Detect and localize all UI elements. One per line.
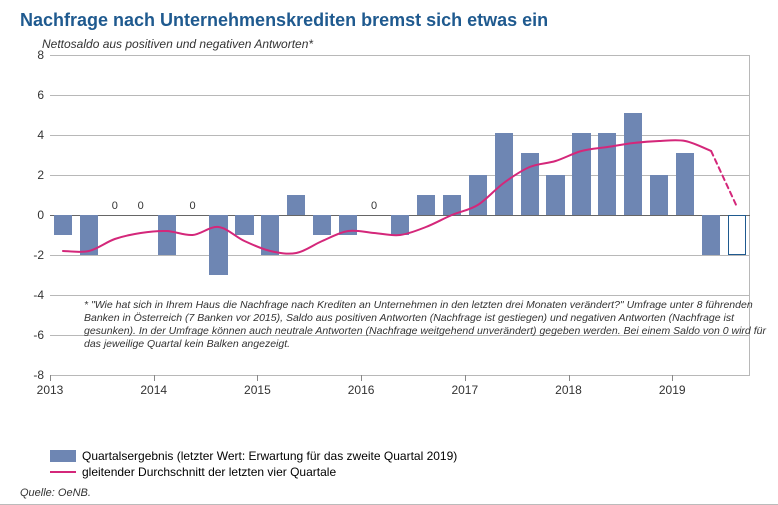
gridline (50, 55, 750, 56)
zero-bar-label: 0 (112, 200, 118, 212)
bar (702, 215, 720, 255)
legend-label-line: gleitender Durchschnitt der letzten vier… (82, 465, 336, 479)
legend-label-bars: Quartalsergebnis (letzter Wert: Erwartun… (82, 449, 457, 463)
zero-bar-label: 0 (371, 200, 377, 212)
x-tick-label: 2013 (37, 383, 64, 397)
bar (417, 195, 435, 215)
x-tick-mark (154, 375, 155, 381)
x-tick-label: 2019 (659, 383, 686, 397)
x-tick-mark (569, 375, 570, 381)
y-tick-label: 4 (37, 128, 44, 142)
gridline (50, 295, 750, 296)
legend-item-bars: Quartalsergebnis (letzter Wert: Erwartun… (50, 449, 457, 463)
y-tick-label: 0 (37, 208, 44, 222)
x-tick-label: 2016 (348, 383, 375, 397)
bar (313, 215, 331, 235)
trend-line-forecast (711, 151, 737, 207)
bar (235, 215, 253, 235)
bar (598, 133, 616, 215)
bar (546, 175, 564, 215)
chart-footnote: * "Wie hat sich in Ihrem Haus die Nachfr… (84, 299, 774, 352)
x-tick-mark (50, 375, 51, 381)
x-tick-label: 2015 (244, 383, 271, 397)
bar (261, 215, 279, 255)
y-axis: -8-6-4-202468 (20, 55, 48, 375)
bar (54, 215, 72, 235)
y-tick-label: -4 (33, 288, 44, 302)
bar (495, 133, 513, 215)
chart-title: Nachfrage nach Unternehmenskrediten brem… (20, 10, 758, 31)
x-tick-label: 2017 (451, 383, 478, 397)
legend-swatch-line (50, 471, 76, 473)
bar (650, 175, 668, 215)
x-tick-mark (465, 375, 466, 381)
zero-bar-label: 0 (138, 200, 144, 212)
y-tick-label: -6 (33, 328, 44, 342)
x-tick-mark (257, 375, 258, 381)
y-tick-label: 8 (37, 48, 44, 62)
bar (676, 153, 694, 215)
bar (443, 195, 461, 215)
gridline (50, 255, 750, 256)
bar (521, 153, 539, 215)
source-text: Quelle: OeNB. (20, 487, 91, 499)
bar (80, 215, 98, 255)
plot-area: 0000* "Wie hat sich in Ihrem Haus die Na… (50, 55, 750, 375)
legend-item-line: gleitender Durchschnitt der letzten vier… (50, 465, 457, 479)
chart-area: -8-6-4-202468 0000* "Wie hat sich in Ihr… (20, 55, 750, 375)
gridline (50, 135, 750, 136)
bar (339, 215, 357, 235)
x-tick-label: 2014 (140, 383, 167, 397)
x-tick-mark (672, 375, 673, 381)
bar-forecast (728, 215, 746, 255)
zero-bar-label: 0 (190, 200, 196, 212)
chart-container: Nachfrage nach Unternehmenskrediten brem… (0, 0, 778, 505)
gridline (50, 175, 750, 176)
y-tick-label: -8 (33, 368, 44, 382)
legend-swatch-bar (50, 450, 76, 462)
x-tick-label: 2018 (555, 383, 582, 397)
legend: Quartalsergebnis (letzter Wert: Erwartun… (50, 449, 457, 481)
bar (287, 195, 305, 215)
x-tick-mark (361, 375, 362, 381)
bar (572, 133, 590, 215)
bar (209, 215, 227, 275)
bar (158, 215, 176, 255)
bar (391, 215, 409, 235)
y-tick-label: -2 (33, 248, 44, 262)
gridline (50, 375, 750, 376)
gridline (50, 95, 750, 96)
bar (469, 175, 487, 215)
y-tick-label: 6 (37, 88, 44, 102)
chart-subtitle: Nettosaldo aus positiven und negativen A… (42, 37, 758, 51)
y-tick-label: 2 (37, 168, 44, 182)
bar (624, 113, 642, 215)
